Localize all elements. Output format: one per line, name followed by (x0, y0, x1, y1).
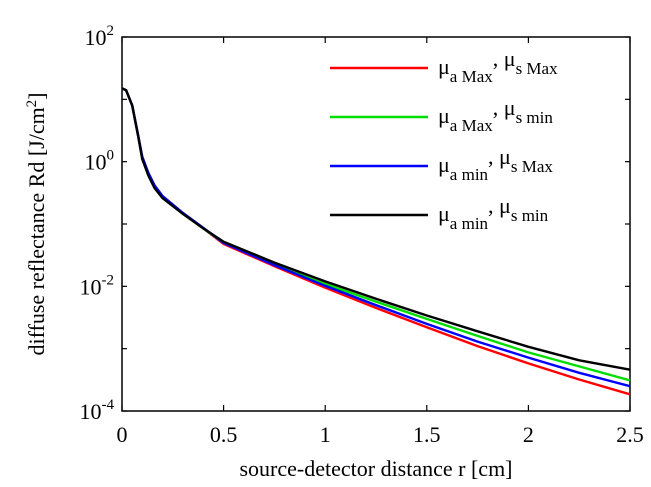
y-axis-label-sup: 2 (24, 100, 40, 108)
x-tick-label: 2.5 (616, 422, 644, 447)
legend-sub: a Max (450, 67, 493, 86)
legend-entry-1: μa Max, μs Max (438, 46, 558, 86)
legend-sub: s min (516, 108, 554, 127)
legend-sub: a min (450, 165, 489, 184)
legend-sub: a Max (450, 116, 493, 135)
series-line-3 (121, 87, 631, 388)
legend-sep: , (488, 144, 499, 169)
legend-sep: , (493, 95, 504, 120)
series-line-2 (121, 87, 631, 382)
legend-mu: μ (438, 201, 450, 226)
y-tick-label: 10-2 (80, 272, 115, 299)
legend-sub: a min (450, 214, 489, 233)
legend-mu: μ (438, 54, 450, 79)
x-tick-label: 0 (117, 422, 128, 447)
y-tick-exponent: 2 (107, 23, 115, 39)
legend-mu: μ (499, 144, 511, 169)
legend-entry-2: μa Max, μs min (438, 95, 553, 135)
y-tick-base: 10 (80, 274, 102, 299)
y-tick-label: 102 (85, 23, 115, 50)
y-tick-label: 10-4 (80, 397, 115, 424)
legend-mu: μ (438, 103, 450, 128)
legend-mu: μ (499, 193, 511, 218)
legend-sub: s min (511, 206, 549, 225)
x-tick-label: 2 (523, 422, 534, 447)
legend-sub: s Max (516, 59, 559, 78)
y-tick-base: 10 (80, 399, 102, 424)
y-tick-exponent: 0 (107, 148, 115, 164)
y-axis-label-main: diffuse reflectance Rd [J/cm (24, 107, 49, 355)
y-axis-label-end: ] (24, 92, 49, 99)
y-tick-base: 10 (85, 150, 107, 175)
series-line-4 (121, 87, 631, 371)
y-tick-base: 10 (85, 25, 107, 50)
y-tick-label: 100 (85, 148, 115, 175)
legend-sep: , (493, 46, 504, 71)
legend-sub: s Max (511, 157, 554, 176)
legend-mu: μ (504, 46, 516, 71)
x-axis-ticks: 0 0.5 1 1.5 2 2.5 (117, 37, 644, 447)
y-tick-exponent: -4 (102, 397, 115, 413)
legend-entry-3: μa min, μs Max (438, 144, 553, 184)
legend-entry-4: μa min, μs min (438, 193, 549, 233)
x-axis-label: source-detector distance r [cm] (239, 456, 512, 481)
legend-mu: μ (504, 95, 516, 120)
y-tick-exponent: -2 (102, 272, 115, 288)
legend-sep: , (488, 193, 499, 218)
legend-mu: μ (438, 152, 450, 177)
series-lines (121, 87, 631, 396)
series-line-1 (121, 87, 631, 396)
y-axis-label: diffuse reflectance Rd [J/cm2] (24, 92, 49, 355)
x-tick-label: 0.5 (210, 422, 238, 447)
x-tick-label: 1 (320, 422, 331, 447)
x-tick-label: 1.5 (413, 422, 441, 447)
